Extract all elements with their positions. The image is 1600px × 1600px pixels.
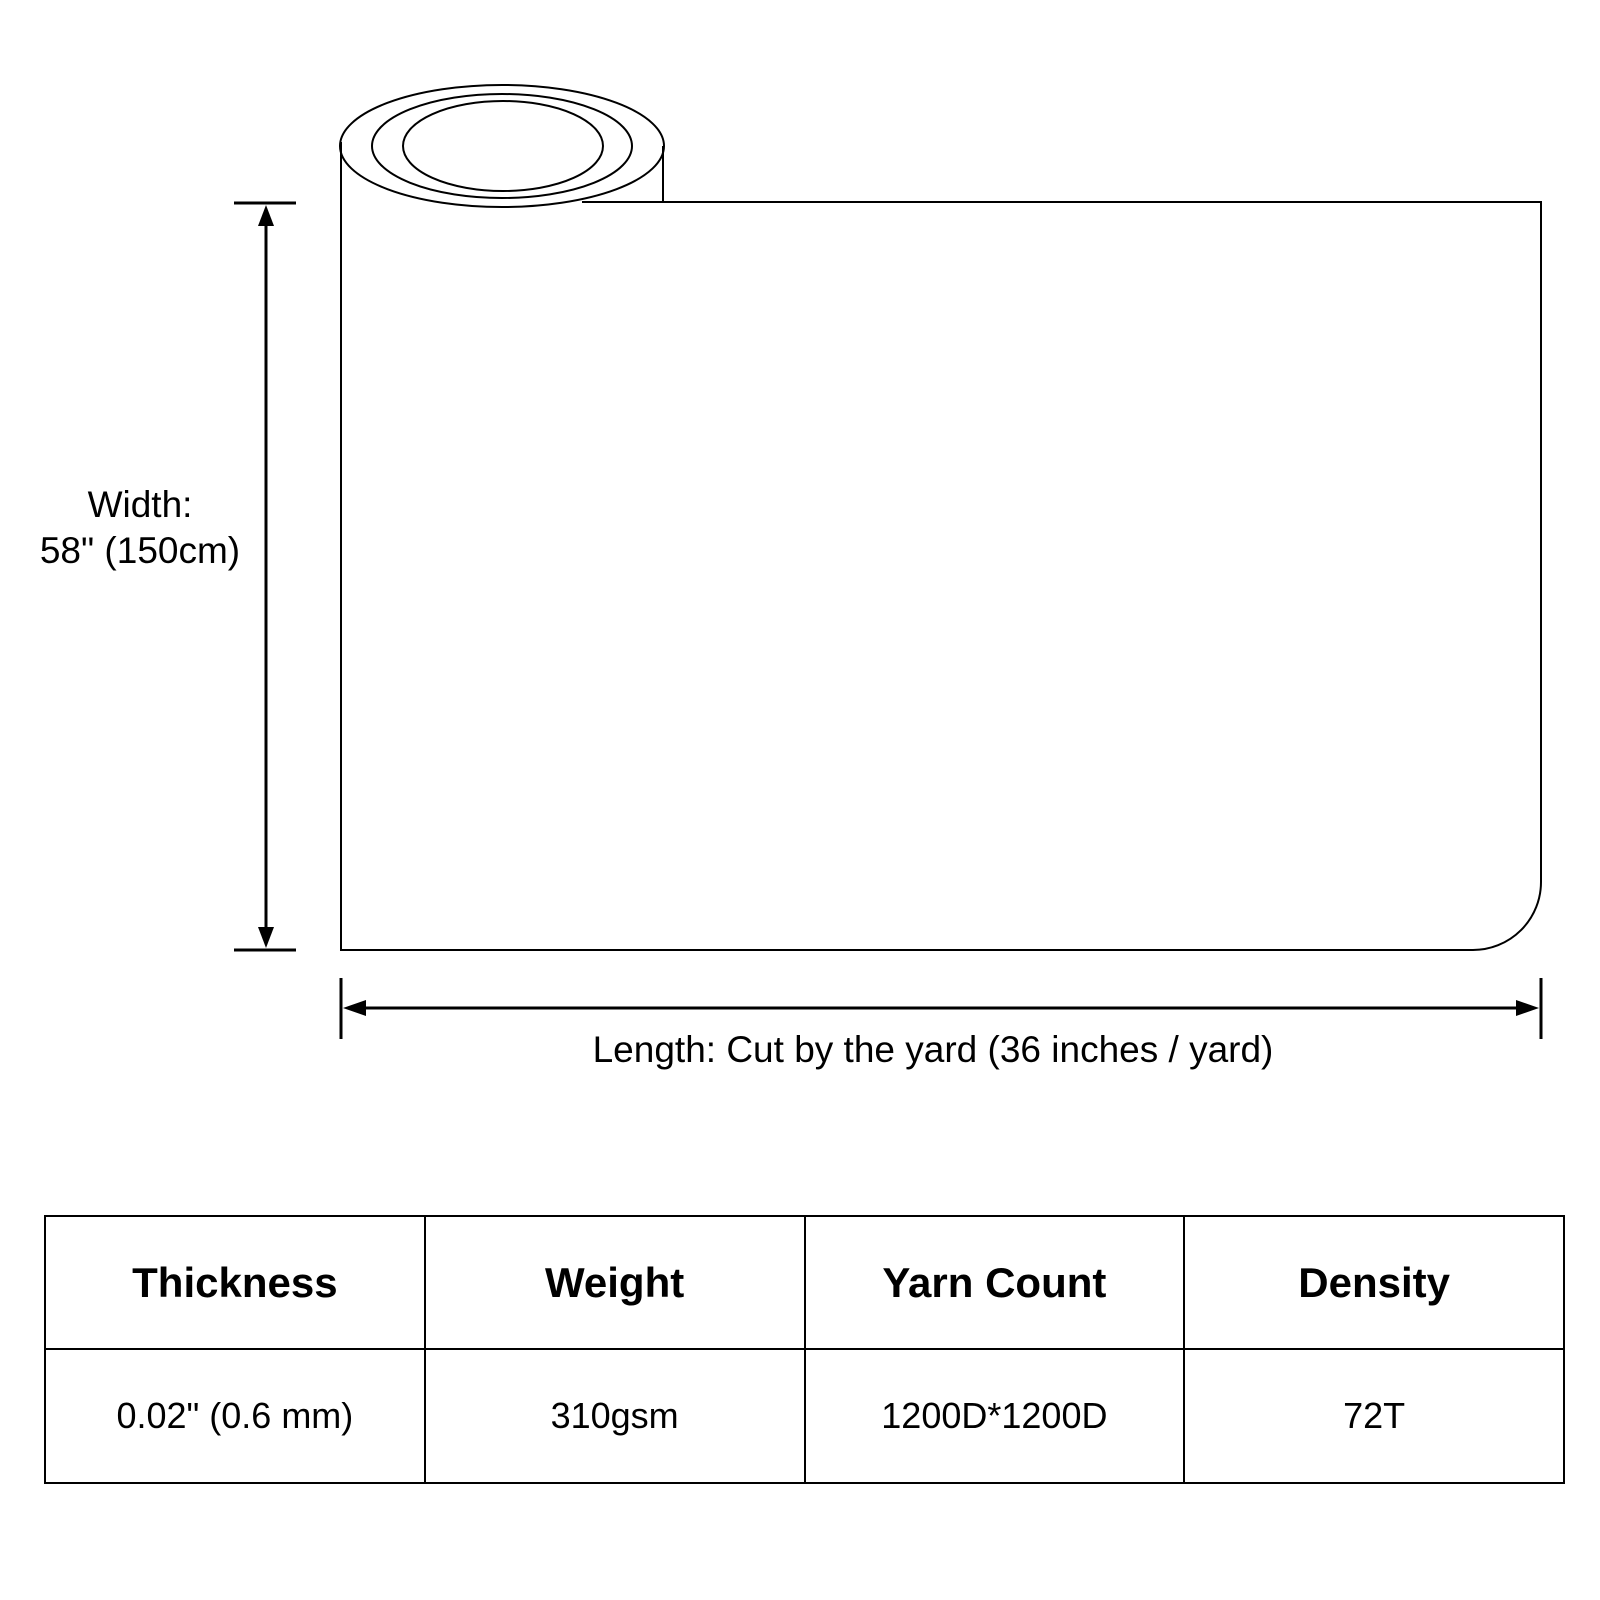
length-dimension-arrow [339, 978, 1543, 1039]
fabric-sheet-outline [340, 142, 1542, 951]
roll-inner-ellipse [402, 100, 604, 192]
roll-middle-ellipse [371, 93, 633, 199]
specs-value-row: 0.02" (0.6 mm) 310gsm 1200D*1200D 72T [44, 1348, 1565, 1484]
header-yarn-count: Yarn Count [803, 1215, 1186, 1350]
width-label-value: 58" (150cm) [39, 530, 241, 571]
specs-header-row: Thickness Weight Yarn Count Density [44, 1215, 1565, 1350]
width-dimension-arrow [234, 201, 296, 952]
value-weight: 310gsm [423, 1348, 806, 1484]
width-label: Width: 58" (150cm) [35, 484, 245, 572]
header-thickness: Thickness [44, 1215, 426, 1350]
value-yarn-count: 1200D*1200D [803, 1348, 1186, 1484]
roll-outer-ellipse [339, 84, 665, 208]
value-density: 72T [1183, 1348, 1565, 1484]
header-density: Density [1183, 1215, 1565, 1350]
width-label-title: Width: [87, 484, 193, 525]
length-label: Length: Cut by the yard (36 inches / yar… [592, 1029, 1274, 1070]
specs-table: Thickness Weight Yarn Count Density 0.02… [44, 1215, 1565, 1484]
header-weight: Weight [423, 1215, 806, 1350]
value-thickness: 0.02" (0.6 mm) [44, 1348, 426, 1484]
